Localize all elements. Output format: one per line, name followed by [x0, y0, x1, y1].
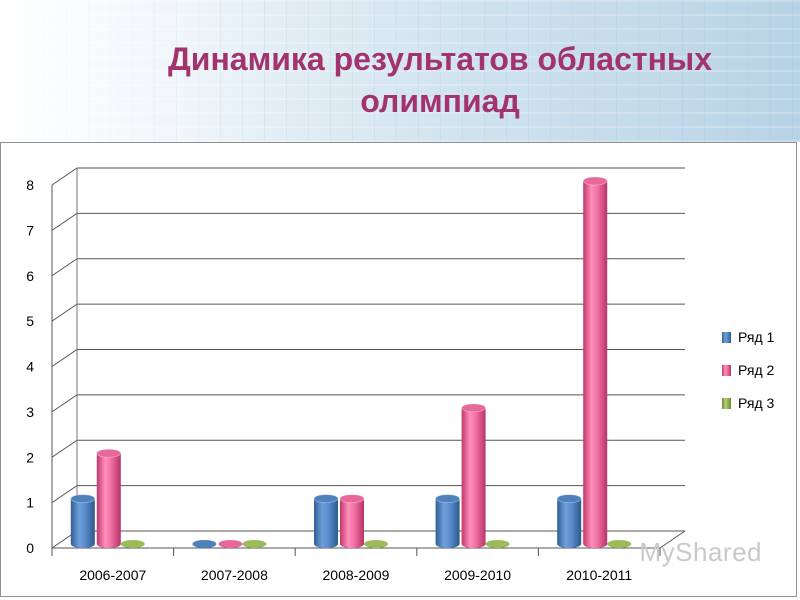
axis-layer: 0 1 2 3 4 5 6 7 8 2006-2007 2007-2008 2008-2009 2009…: [26, 168, 661, 583]
x-tick-label: 2007-2008: [201, 567, 268, 583]
bar-flat: [218, 540, 243, 548]
legend-swatch: [722, 332, 731, 343]
banner-glow: [0, 0, 260, 142]
bar-2008-2009-Ряд 3: [364, 540, 388, 548]
y-tick-label: 5: [26, 313, 34, 329]
bar-top: [70, 494, 96, 504]
bar-base: [96, 540, 121, 548]
y-tick-label: 8: [26, 177, 34, 193]
chart-frame: [0, 142, 797, 597]
bar-body: [96, 453, 121, 544]
bar-2006-2007-Ряд 2: [96, 448, 122, 548]
bar-body: [583, 181, 608, 544]
y-tick-label: 7: [26, 222, 34, 238]
bar-top: [556, 494, 582, 504]
bar-flat: [485, 540, 510, 548]
bar-top: [461, 403, 487, 413]
y-tick-label: 3: [26, 404, 34, 420]
bar-2009-2010-Ряд 3: [485, 540, 510, 548]
bar-2009-2010-Ряд 2: [461, 403, 487, 548]
bar-flat: [120, 540, 145, 548]
bar-flat: [192, 540, 217, 548]
x-tick-label: 2008-2009: [323, 567, 390, 583]
bar-2007-2008-Ряд 3: [242, 540, 267, 548]
bar-layer: [70, 176, 632, 548]
x-tick-label: 2010-2011: [566, 567, 632, 583]
legend-label: Ряд 1: [738, 329, 775, 345]
title-line-2: олимпиад: [360, 83, 520, 119]
y-tick-label: 0: [26, 540, 34, 556]
bar-body: [461, 407, 486, 544]
bar-base: [461, 540, 486, 548]
bar-base: [70, 540, 95, 548]
bar-2008-2009-Ряд 2: [339, 494, 365, 548]
bar-flat: [242, 540, 267, 548]
bar-top: [339, 494, 365, 504]
watermark: MyShared: [639, 537, 762, 567]
bar-2009-2010-Ряд 1: [435, 494, 461, 548]
bar-body: [435, 498, 460, 544]
bar-2010-2011-Ряд 2: [582, 176, 608, 548]
x-tick-label: 2009-2010: [444, 567, 511, 583]
bar-2010-2011-Ряд 3: [607, 540, 632, 548]
bar-2006-2007-Ряд 3: [120, 540, 145, 548]
floor-edge: [659, 530, 686, 549]
bar-top: [435, 494, 461, 504]
bar-top: [313, 494, 339, 504]
bar-2010-2011-Ряд 1: [556, 494, 582, 548]
y-tick-label: 1: [26, 495, 34, 511]
bar-2006-2007-Ряд 1: [70, 494, 96, 548]
bar-body: [314, 498, 338, 544]
y-tick-label: 4: [26, 359, 34, 375]
legend-swatch: [722, 365, 731, 376]
bar-base: [583, 540, 608, 548]
slide-title: Динамика результатов областных олимпиад: [100, 38, 780, 122]
bar-base: [435, 540, 460, 548]
bar-base: [314, 540, 338, 548]
bar-base: [557, 540, 582, 548]
title-line-1: Динамика результатов областных: [167, 41, 713, 77]
bar-base: [340, 540, 364, 548]
legend-swatch: [722, 398, 731, 409]
bar-top: [582, 176, 608, 186]
legend-label: Ряд 2: [738, 362, 775, 378]
bar-body: [340, 498, 364, 544]
bar-2007-2008-Ряд 2: [218, 540, 243, 548]
x-tick-label: 2006-2007: [79, 567, 146, 583]
y-tick-label: 6: [26, 268, 34, 284]
bar-top: [96, 448, 122, 458]
legend-label: Ряд 3: [738, 395, 775, 411]
title-banner: Динамика результатов областных олимпиад: [0, 0, 800, 142]
bar-body: [70, 498, 95, 544]
bar-flat: [364, 540, 388, 548]
bar-body: [557, 498, 582, 544]
bar-2007-2008-Ряд 1: [192, 540, 217, 548]
y-tick-label: 2: [26, 449, 34, 465]
bar-2008-2009-Ряд 1: [313, 494, 339, 548]
legend: Ряд 1 Ряд 2 Ряд 3: [722, 329, 775, 411]
bar-flat: [607, 540, 632, 548]
